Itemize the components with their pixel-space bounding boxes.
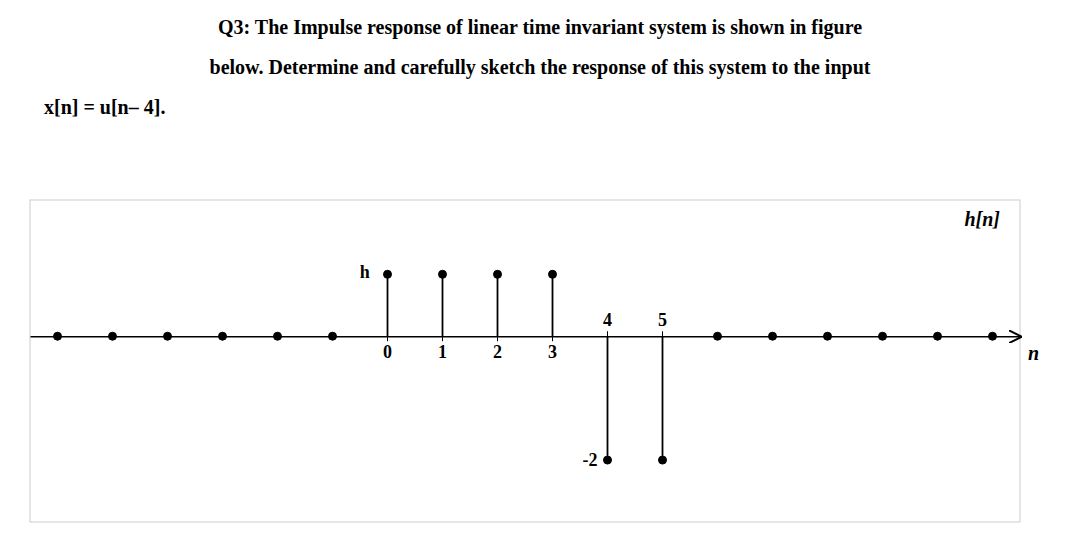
stem-dot <box>439 270 447 278</box>
x-tick-label: 1 <box>438 342 447 362</box>
y-axis-label: h[n] <box>964 208 1000 230</box>
title: Q3: The Impulse response of linear time … <box>218 16 862 39</box>
x-tick <box>442 336 443 341</box>
stem-dot <box>549 270 557 278</box>
x-tick <box>607 331 608 336</box>
stem <box>552 274 554 336</box>
stem <box>607 336 609 460</box>
axis-line <box>31 336 1021 338</box>
stem-dot <box>164 332 172 340</box>
stem <box>387 274 389 336</box>
stem-dot <box>604 456 612 464</box>
title: x[n] = u[n– 4]. <box>44 96 165 118</box>
stem-dot <box>934 332 942 340</box>
x-tick <box>662 331 663 336</box>
stem-dot <box>219 332 227 340</box>
stem-dot <box>109 332 117 340</box>
plot-frame <box>30 200 1020 522</box>
chart: Q3: The Impulse response of linear time … <box>0 0 1080 540</box>
stem-dot <box>989 332 997 340</box>
stem-dot <box>384 270 392 278</box>
title: below. Determine and carefully sketch th… <box>210 56 871 79</box>
x-tick-label: 3 <box>548 342 557 362</box>
stem-dot <box>659 456 667 464</box>
x-ticks: 0 1 2 3 4 5 <box>383 310 667 362</box>
x-tick-label: 5 <box>658 310 667 330</box>
annotation: h <box>360 262 370 282</box>
stem-dot <box>879 332 887 340</box>
stem <box>662 336 664 460</box>
stem <box>497 274 499 336</box>
stem-dot <box>824 332 832 340</box>
stem-dot <box>714 332 722 340</box>
y-tick-label: -2 <box>583 450 598 470</box>
stems <box>54 270 997 464</box>
stem-dot <box>329 332 337 340</box>
x-tick <box>552 336 553 341</box>
stem-dot <box>769 332 777 340</box>
x-tick <box>497 336 498 341</box>
x-tick-label: 2 <box>493 342 502 362</box>
x-tick <box>387 336 388 341</box>
x-axis <box>31 336 1021 337</box>
stem <box>442 274 444 336</box>
x-tick-label: 4 <box>603 310 612 330</box>
x-tick-label: 0 <box>383 342 392 362</box>
stem-dot <box>494 270 502 278</box>
stem-dot <box>274 332 282 340</box>
stem-dot <box>54 332 62 340</box>
x-axis-label: n <box>1028 342 1039 364</box>
